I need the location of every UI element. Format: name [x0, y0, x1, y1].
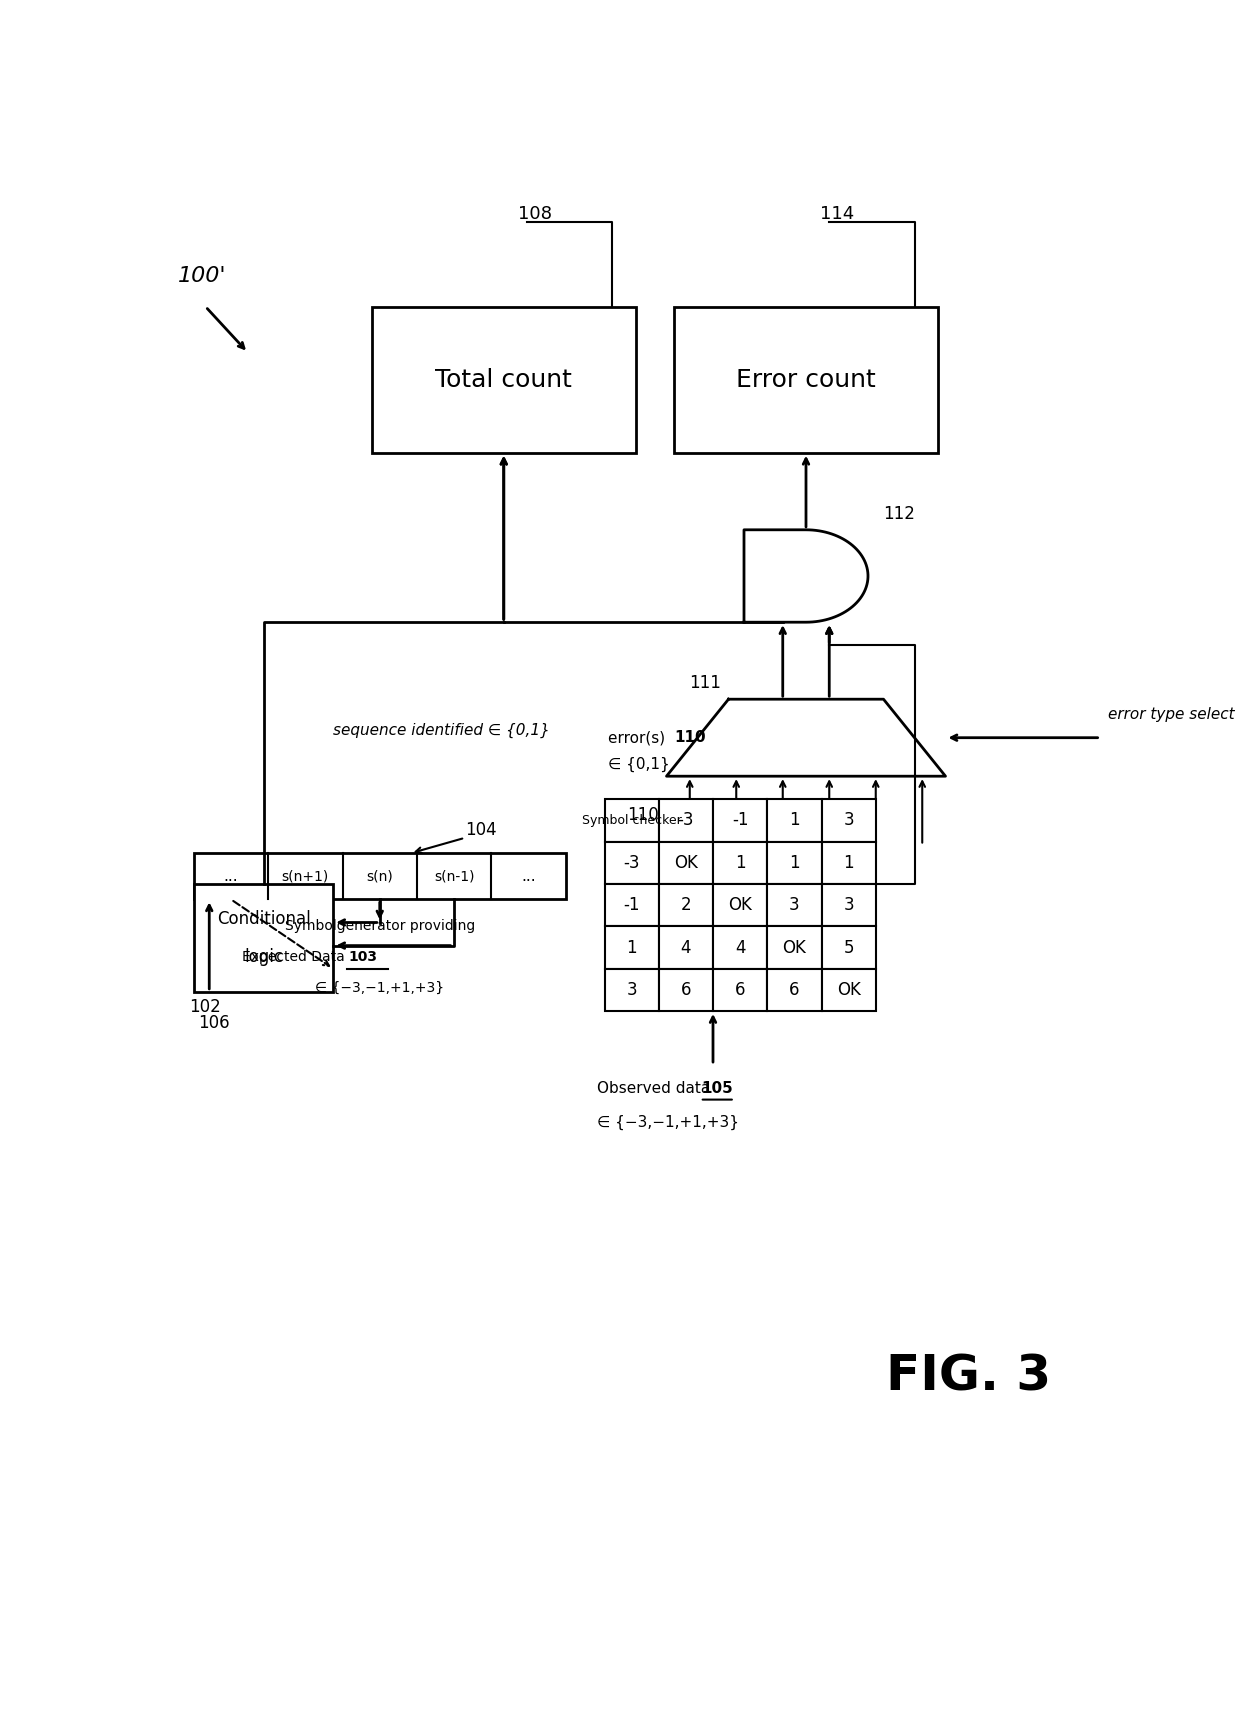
Text: 4: 4: [735, 939, 745, 956]
Text: ∈ {−3,−1,+1,+3}: ∈ {−3,−1,+1,+3}: [315, 980, 444, 994]
Bar: [768, 968, 821, 1011]
Text: 110: 110: [627, 805, 658, 824]
Text: 100': 100': [179, 265, 227, 286]
Polygon shape: [667, 700, 945, 776]
Text: -1: -1: [624, 896, 640, 913]
Bar: [713, 927, 768, 968]
Text: error type select ∈ {1,...,6}: error type select ∈ {1,...,6}: [1109, 707, 1240, 722]
Text: 1: 1: [626, 939, 637, 956]
Text: s(n): s(n): [366, 869, 393, 884]
Text: 102: 102: [190, 998, 221, 1017]
Bar: [821, 884, 875, 927]
Bar: [713, 800, 768, 841]
Text: 1: 1: [789, 812, 800, 829]
Text: Expected Data: Expected Data: [242, 949, 348, 965]
Bar: [658, 927, 713, 968]
Text: Observed data: Observed data: [596, 1080, 715, 1096]
Text: 106: 106: [197, 1013, 229, 1032]
Text: FIG. 3: FIG. 3: [887, 1354, 1052, 1400]
Text: Error count: Error count: [737, 368, 875, 392]
Text: -3: -3: [624, 853, 640, 872]
Bar: [768, 884, 821, 927]
Bar: [713, 884, 768, 927]
Text: 114: 114: [820, 205, 854, 224]
Text: 2: 2: [681, 896, 691, 913]
Polygon shape: [744, 530, 868, 623]
Text: 103: 103: [348, 949, 378, 965]
Text: 1: 1: [789, 853, 800, 872]
Text: 111: 111: [689, 674, 720, 691]
Text: ...: ...: [223, 869, 238, 884]
Text: 6: 6: [789, 980, 800, 999]
Text: 4: 4: [681, 939, 691, 956]
Bar: [658, 968, 713, 1011]
Text: 3: 3: [789, 896, 800, 913]
Text: -1: -1: [732, 812, 749, 829]
Text: 1: 1: [735, 853, 745, 872]
Bar: [605, 968, 658, 1011]
Text: 3: 3: [843, 812, 854, 829]
Text: 6: 6: [735, 980, 745, 999]
Text: OK: OK: [673, 853, 698, 872]
Bar: [768, 800, 821, 841]
Text: 105: 105: [702, 1080, 733, 1096]
Bar: [605, 884, 658, 927]
Text: 3: 3: [626, 980, 637, 999]
Bar: [821, 800, 875, 841]
Bar: [658, 800, 713, 841]
Text: ∈ {−3,−1,+1,+3}: ∈ {−3,−1,+1,+3}: [596, 1115, 739, 1130]
Text: error(s): error(s): [609, 731, 671, 745]
Text: 3: 3: [843, 896, 854, 913]
Text: Total count: Total count: [435, 368, 572, 392]
Text: 110: 110: [675, 731, 706, 745]
Bar: [605, 800, 658, 841]
Text: OK: OK: [837, 980, 861, 999]
Bar: [821, 927, 875, 968]
Text: 112: 112: [883, 506, 915, 523]
Bar: [768, 841, 821, 884]
Text: ∈ {0,1}: ∈ {0,1}: [609, 757, 670, 772]
Text: OK: OK: [782, 939, 806, 956]
Text: -3: -3: [677, 812, 694, 829]
Text: Symbolgenerator providing: Symbolgenerator providing: [285, 920, 475, 934]
Bar: [821, 841, 875, 884]
Text: Conditional: Conditional: [217, 910, 310, 927]
Text: 104: 104: [465, 820, 497, 839]
Bar: [658, 841, 713, 884]
Bar: [768, 927, 821, 968]
Bar: [713, 841, 768, 884]
Bar: [372, 306, 635, 452]
Bar: [658, 884, 713, 927]
Bar: [605, 841, 658, 884]
Text: s(n-1): s(n-1): [434, 869, 475, 884]
Text: ...: ...: [521, 869, 536, 884]
Text: 1: 1: [843, 853, 854, 872]
Text: 108: 108: [518, 205, 552, 224]
Bar: [713, 968, 768, 1011]
Text: logic: logic: [244, 948, 283, 967]
Text: sequence identified ∈ {0,1}: sequence identified ∈ {0,1}: [334, 722, 551, 738]
Text: Symbol checker: Symbol checker: [582, 814, 682, 827]
Text: OK: OK: [728, 896, 753, 913]
Bar: [193, 884, 334, 992]
Text: 6: 6: [681, 980, 691, 999]
Bar: [821, 968, 875, 1011]
Bar: [675, 306, 937, 452]
Text: s(n+1): s(n+1): [281, 869, 329, 884]
Bar: [193, 853, 565, 900]
Text: 5: 5: [843, 939, 854, 956]
Bar: [605, 927, 658, 968]
